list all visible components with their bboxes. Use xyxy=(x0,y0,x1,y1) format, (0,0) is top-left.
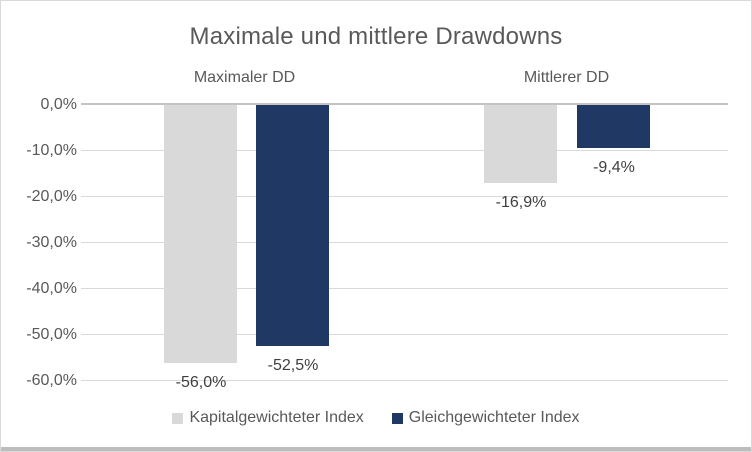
y-tick-label: -60,0% xyxy=(26,372,77,389)
y-tick-label: -50,0% xyxy=(26,326,77,343)
gridline xyxy=(81,334,728,335)
y-tick-label: -10,0% xyxy=(26,142,77,159)
zero-axis-line xyxy=(81,103,728,105)
category-label-mittlerer-dd: Mittlerer DD xyxy=(523,69,610,86)
legend: Kapitalgewichteter Index Gleichgewichtet… xyxy=(1,408,751,428)
legend-label: Gleichgewichteter Index xyxy=(408,409,580,426)
gridline xyxy=(81,242,728,243)
gridline xyxy=(81,196,728,197)
bar-kapitalgewichteter-maximaler-dd xyxy=(164,105,237,363)
bar-value-label: -52,5% xyxy=(267,357,319,374)
legend-label: Kapitalgewichteter Index xyxy=(189,409,364,426)
legend-item-gleichgewichteter: Gleichgewichteter Index xyxy=(391,409,580,427)
y-tick-label: 0,0% xyxy=(40,96,77,113)
y-tick-label: -40,0% xyxy=(26,280,77,297)
legend-color-swatch xyxy=(391,412,403,424)
bar-kapitalgewichteter-mittlerer-dd xyxy=(484,105,557,183)
bottom-edge-strip xyxy=(1,447,751,451)
bar-gleichgewichteter-mittlerer-dd xyxy=(577,105,650,148)
bar-value-label: -56,0% xyxy=(175,374,227,391)
gridline xyxy=(81,150,728,151)
y-tick-label: -20,0% xyxy=(26,188,77,205)
category-label-maximaler-dd: Maximaler DD xyxy=(193,69,296,86)
bar-value-label: -9,4% xyxy=(593,159,635,176)
gridline xyxy=(81,288,728,289)
chart-title: Maximale und mittlere Drawdowns xyxy=(189,23,563,50)
y-tick-label: -30,0% xyxy=(26,234,77,251)
legend-color-swatch xyxy=(172,412,184,424)
bar-value-label: -16,9% xyxy=(495,194,547,211)
legend-item-kapitalgewichteter: Kapitalgewichteter Index xyxy=(172,409,364,427)
gridline xyxy=(81,380,728,381)
bar-gleichgewichteter-maximaler-dd xyxy=(256,105,329,346)
